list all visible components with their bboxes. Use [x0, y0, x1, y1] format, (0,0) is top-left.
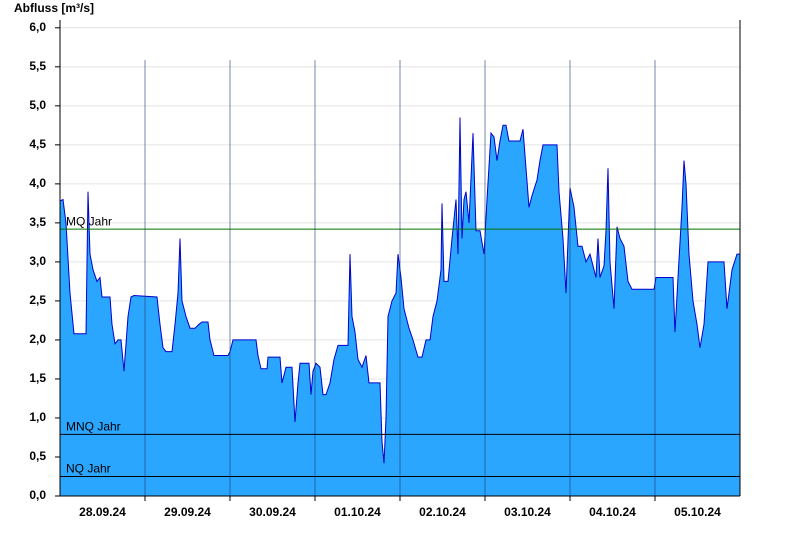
- y-tick-label: 0,0: [29, 488, 46, 502]
- x-tick-label: 02.10.24: [419, 505, 466, 519]
- y-tick-label: 5,5: [29, 59, 46, 73]
- y-tick-label: 3,5: [29, 215, 46, 229]
- y-tick-label: 2,0: [29, 332, 46, 346]
- x-tick-label: 05.10.24: [674, 505, 721, 519]
- y-tick-label: 2,5: [29, 293, 46, 307]
- chart-title: Abfluss [m³/s]: [14, 1, 94, 15]
- x-tick-label: 29.09.24: [164, 505, 211, 519]
- x-tick-label: 03.10.24: [504, 505, 551, 519]
- line: [59, 117, 740, 464]
- x-tick-label: 01.10.24: [334, 505, 381, 519]
- x-tick-label: 04.10.24: [589, 505, 636, 519]
- x-tick-label: 28.09.24: [79, 505, 126, 519]
- y-tick-label: 3,0: [29, 254, 46, 268]
- reference-label: NQ Jahr: [66, 462, 111, 476]
- y-tick-label: 0,5: [29, 449, 46, 463]
- y-tick-label: 6,0: [29, 20, 46, 34]
- y-tick-label: 4,0: [29, 176, 46, 190]
- y-tick-label: 5,0: [29, 98, 46, 112]
- x-tick-label: 30.09.24: [249, 505, 296, 519]
- y-tick-label: 1,5: [29, 371, 46, 385]
- reference-label: MQ Jahr: [66, 214, 112, 228]
- y-tick-label: 1,0: [29, 410, 46, 424]
- reference-label: MNQ Jahr: [66, 420, 121, 434]
- y-tick-label: 4,5: [29, 137, 46, 151]
